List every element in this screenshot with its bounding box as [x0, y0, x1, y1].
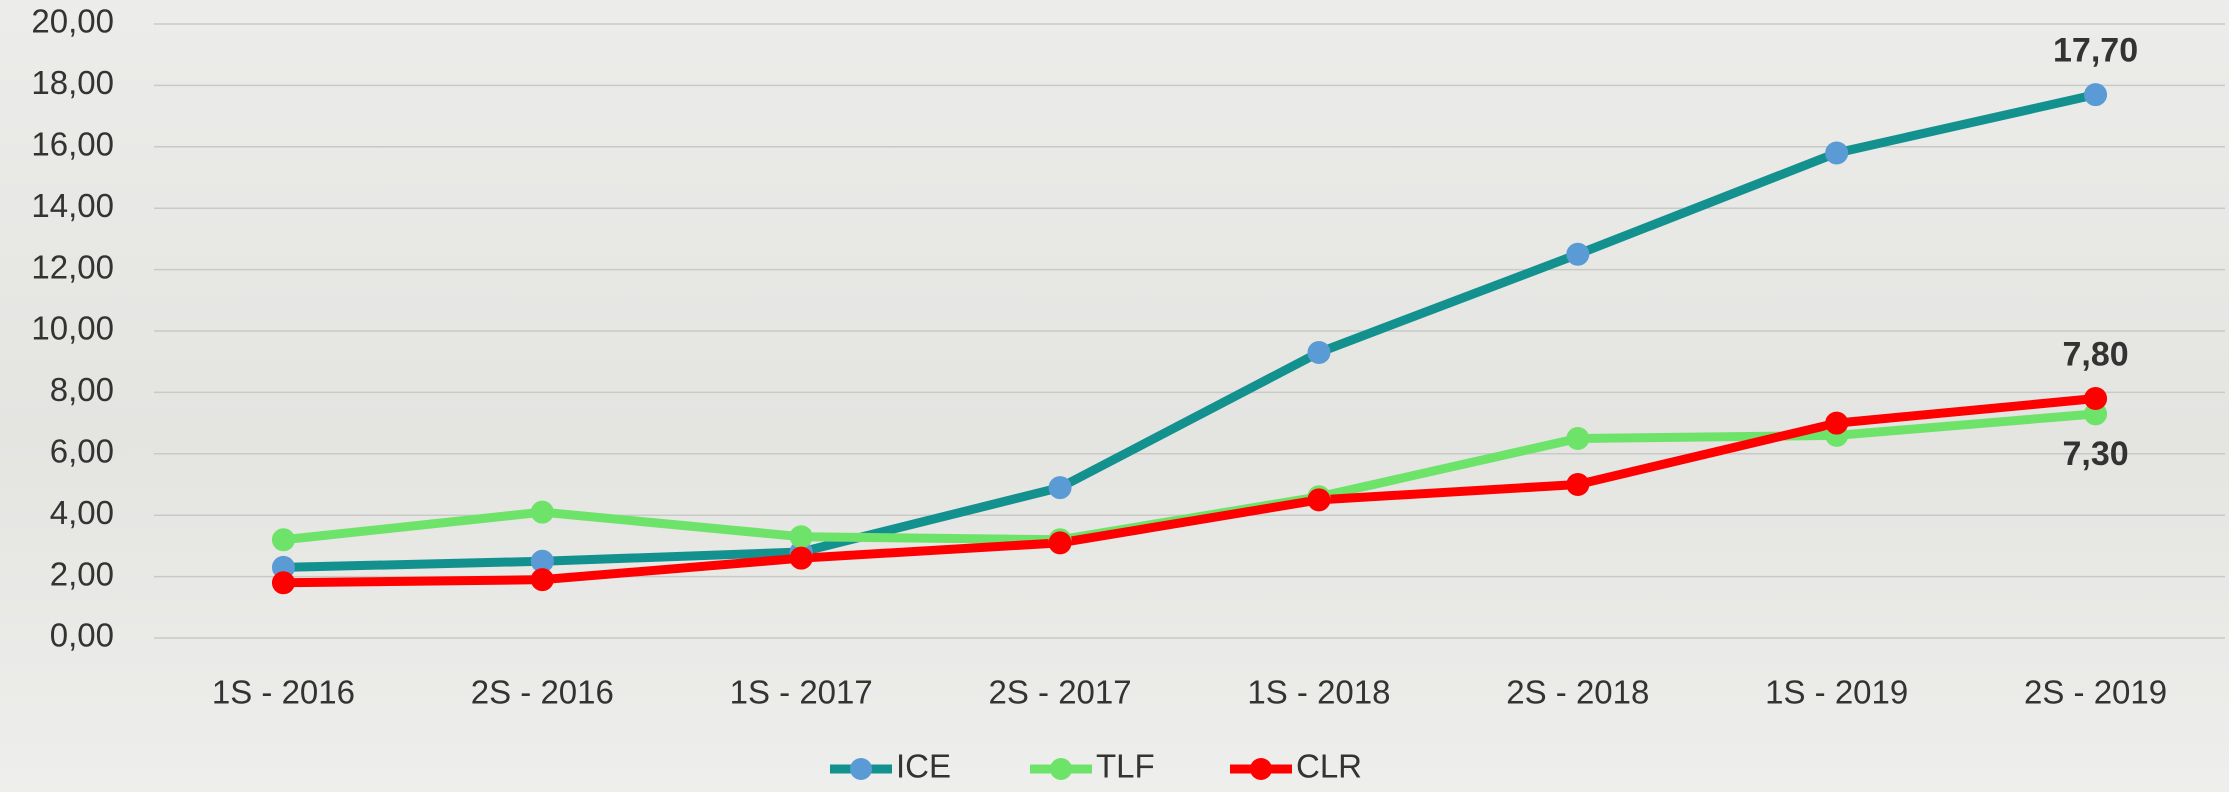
x-tick-label: 2S - 2016 [471, 674, 614, 711]
data-point [1308, 341, 1330, 363]
data-point [1567, 243, 1589, 265]
data-point [2085, 84, 2107, 106]
data-label: 17,70 [2053, 32, 2138, 70]
data-point [1049, 477, 1071, 499]
x-tick-label: 1S - 2017 [730, 674, 873, 711]
y-tick-label: 4,00 [50, 494, 114, 531]
y-tick-label: 12,00 [31, 248, 114, 285]
y-tick-label: 18,00 [31, 64, 114, 101]
data-point [790, 547, 812, 569]
legend-marker [1050, 758, 1072, 780]
y-tick-label: 0,00 [50, 617, 114, 654]
x-tick-label: 1S - 2019 [1765, 674, 1908, 711]
data-point [1308, 489, 1330, 511]
data-point [1826, 142, 1848, 164]
y-tick-label: 6,00 [50, 433, 114, 470]
data-point [272, 529, 294, 551]
y-tick-label: 20,00 [31, 3, 114, 40]
chart: 0,00 2,00 4,00 6,00 8,00 10,00 12,00 14,00 16,00… [0, 0, 2229, 792]
y-tick-label: 2,00 [50, 555, 114, 592]
x-tick-label: 2S - 2017 [989, 674, 1132, 711]
y-tick-label: 14,00 [31, 187, 114, 224]
legend-label: ICE [896, 748, 951, 785]
legend-label: TLF [1096, 748, 1155, 785]
data-point [1567, 427, 1589, 449]
data-point [272, 572, 294, 594]
y-tick-label: 16,00 [31, 126, 114, 163]
x-tick-label: 2S - 2018 [1506, 674, 1649, 711]
y-tick-label: 10,00 [31, 310, 114, 347]
data-point [1567, 474, 1589, 496]
x-tick-label: 1S - 2018 [1247, 674, 1390, 711]
legend-marker [1250, 758, 1272, 780]
x-tick-label: 1S - 2016 [212, 674, 355, 711]
data-point [1826, 412, 1848, 434]
y-tick-label: 8,00 [50, 371, 114, 408]
data-label: 7,80 [2062, 336, 2128, 374]
legend-marker [850, 758, 872, 780]
data-point [1049, 532, 1071, 554]
x-tick-label: 2S - 2019 [2024, 674, 2167, 711]
legend-label: CLR [1296, 748, 1362, 785]
data-point [2085, 388, 2107, 410]
data-point [531, 501, 553, 523]
data-label: 7,30 [2062, 435, 2128, 473]
data-point [790, 526, 812, 548]
data-point [531, 569, 553, 591]
